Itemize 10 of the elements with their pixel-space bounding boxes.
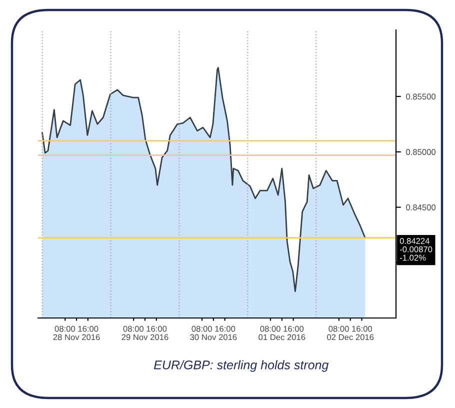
ref-line-label: 0.84224 -0.00870 -1.02%	[400, 238, 432, 261]
x-tick-label: 08:00 16:00 28 Nov 2016	[53, 326, 100, 340]
text: EUR/GBP: sterling holds strong	[154, 360, 329, 372]
y-tick-label: 0.85000	[406, 149, 436, 155]
x-tick-label: 08:00 16:00 29 Nov 2016	[122, 326, 168, 340]
y-tick-label: 0.84500	[406, 204, 436, 210]
x-tick-label: 08:00 16:00 30 Nov 2016	[190, 326, 237, 340]
y-tick-label: 0.85500	[406, 94, 436, 100]
x-tick-label: 08:00 16:00 02 Dec 2016	[327, 326, 374, 340]
x-tick-label: 08:00 16:00 01 Dec 2016	[258, 326, 306, 340]
